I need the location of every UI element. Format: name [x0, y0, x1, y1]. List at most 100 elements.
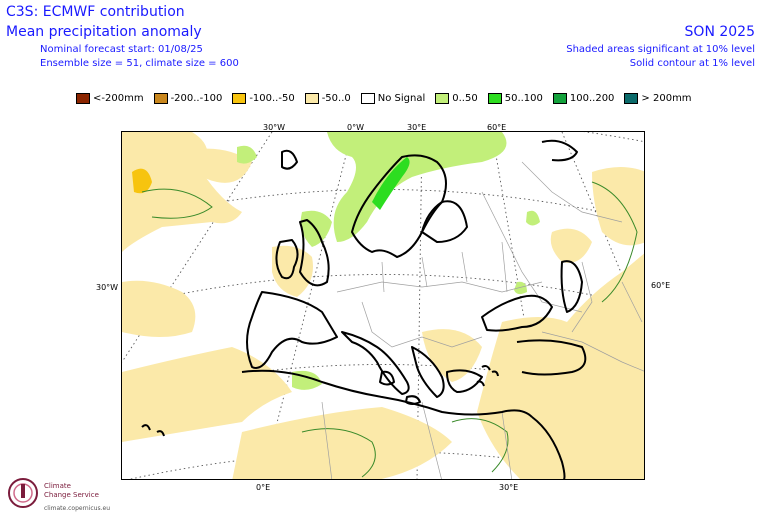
legend-label: 100..200	[569, 93, 615, 104]
logo-line2: Change Service	[44, 491, 99, 499]
legend-label: -200..-100	[170, 93, 223, 104]
border-line-6	[541, 331, 644, 372]
legend-swatch	[487, 93, 502, 104]
legend-swatch	[232, 93, 247, 104]
legend-item: 100..200	[552, 93, 615, 104]
map-subtitle: Mean precipitation anomaly	[6, 24, 202, 40]
legend-label: > 200mm	[641, 93, 692, 104]
strong-wet-anomaly-areas	[372, 157, 410, 210]
coastlines	[141, 139, 587, 479]
coast-red-sea-west	[531, 416, 566, 479]
wet-area-scandinavia-sea	[327, 132, 507, 242]
legend-item: 0..50	[435, 93, 478, 104]
coast-balkans	[411, 346, 445, 398]
dry-area-urals	[592, 167, 644, 246]
product-title: C3S: ECMWF contribution	[6, 4, 185, 20]
contour-africa	[301, 428, 376, 478]
legend-item: -100..-50	[232, 93, 295, 104]
dry-area-balkans	[422, 329, 482, 382]
dry-area-middle-east	[477, 253, 644, 479]
bottom-tick-30e: 30°E	[499, 483, 519, 492]
legend-swatch	[624, 93, 639, 104]
legend-swatch	[304, 93, 319, 104]
bottom-tick-0e: 0°E	[256, 483, 271, 492]
wet-area-black-sea	[514, 281, 527, 295]
legend-label: -100..-50	[249, 93, 295, 104]
coast-aegean-islands	[476, 365, 499, 387]
color-legend: <-200mm -200..-100 -100..-50 -50..0 No Signa…	[76, 93, 692, 104]
contour-east	[591, 181, 638, 303]
legend-swatch	[153, 93, 168, 104]
coast-north-africa	[241, 369, 533, 418]
coast-canary	[141, 424, 165, 437]
country-borders	[321, 161, 644, 479]
graticule-lon-4	[491, 132, 553, 479]
coast-black-sea	[481, 294, 553, 332]
legend-item: -200..-100	[153, 93, 223, 104]
coast-italy	[341, 331, 410, 395]
legend-label: <-200mm	[93, 93, 144, 104]
legend-swatch	[435, 93, 450, 104]
legend-item: > 200mm	[624, 93, 692, 104]
top-tick-0w: 0°W	[347, 123, 364, 132]
coast-faroe	[281, 149, 298, 170]
strong-dry-anomaly-areas	[132, 168, 152, 194]
logo-line1: Climate	[44, 482, 71, 490]
coast-british-isles	[275, 239, 299, 280]
coast-finland	[421, 200, 468, 243]
top-tick-30w: 30°W	[263, 123, 286, 132]
border-line-7	[321, 401, 513, 479]
legend-label: -50..0	[321, 93, 351, 104]
copernicus-logo-icon	[8, 478, 38, 508]
left-tick-30w: 30°W	[96, 283, 119, 292]
right-tick-60e: 60°E	[651, 281, 671, 290]
coast-turkey-south	[516, 339, 587, 376]
border-line-4	[481, 191, 583, 313]
ensemble-size-text: Ensemble size = 51, climate size = 600	[40, 58, 239, 69]
contour-atlantic	[141, 188, 213, 219]
season-label: SON 2025	[684, 24, 755, 40]
forecast-start-text: Nominal forecast start: 01/08/25	[40, 44, 203, 55]
strong-wet-area-norway	[372, 157, 410, 210]
border-line-1	[336, 281, 543, 293]
legend-item: -50..0	[304, 93, 351, 104]
significance-shaded-text: Shaded areas significant at 10% level	[566, 44, 755, 55]
dry-area-atlantic-2	[182, 148, 252, 183]
border-line-5	[521, 161, 623, 223]
border-line-3	[381, 241, 508, 293]
coast-iberia	[246, 291, 338, 369]
graticule-lon-2	[262, 132, 353, 479]
legend-item: 50..100	[487, 93, 543, 104]
strong-dry-area-atlantic	[132, 168, 152, 194]
coast-sardinia	[379, 370, 395, 386]
dry-area-north-atlantic	[122, 132, 242, 252]
legend-label: 50..100	[504, 93, 543, 104]
legend-swatch	[76, 93, 90, 104]
border-line-2	[361, 301, 483, 348]
significance-contours	[141, 181, 638, 478]
coast-greece	[446, 369, 483, 393]
significance-contour-text: Solid contour at 1% level	[629, 58, 755, 69]
map-canvas	[122, 132, 644, 479]
dry-area-north-africa	[232, 407, 452, 479]
dry-area-atlantic-south	[122, 280, 196, 337]
precipitation-anomaly-map	[121, 131, 645, 480]
top-tick-60e: 60°E	[487, 123, 507, 132]
legend-label: No Signal	[377, 93, 426, 104]
wet-area-atlantic-small	[237, 145, 257, 164]
top-tick-30e: 30°E	[407, 123, 427, 132]
legend-label: 0..50	[452, 93, 478, 104]
contour-north-africa-east	[451, 418, 509, 473]
coast-sicily	[405, 395, 421, 405]
legend-swatch	[360, 93, 375, 104]
coast-caspian	[560, 260, 583, 313]
copernicus-logo: Climate Change Service climate.copernicu…	[6, 474, 116, 518]
logo-url[interactable]: climate.copernicus.eu	[44, 505, 111, 512]
wet-area-russia-small	[526, 210, 540, 226]
legend-item: <-200mm	[76, 93, 144, 104]
legend-swatch	[552, 93, 567, 104]
border-line-8	[571, 261, 643, 333]
coast-arctic-east	[541, 139, 578, 162]
coast-great-britain	[299, 219, 330, 287]
legend-item: No Signal	[360, 93, 426, 104]
